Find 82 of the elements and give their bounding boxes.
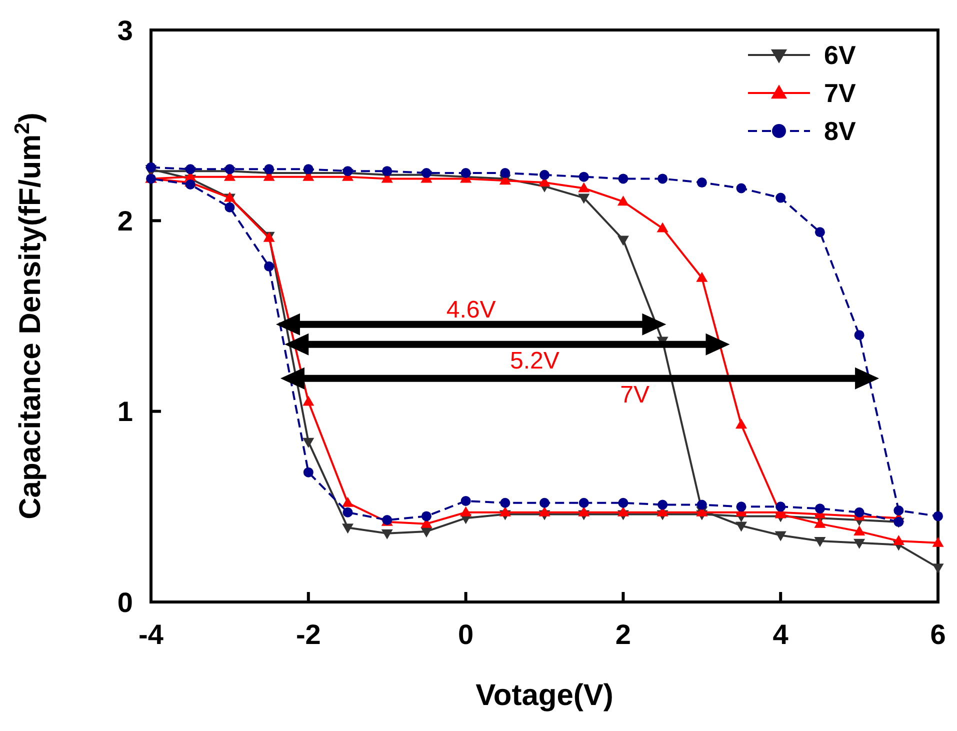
point [578, 182, 590, 192]
point [381, 529, 393, 540]
point [303, 467, 314, 478]
x-tick-label: 2 [615, 619, 631, 650]
point [421, 511, 432, 522]
point [540, 498, 550, 508]
point [264, 164, 274, 174]
x-tick-label: 0 [458, 619, 474, 650]
point [618, 498, 628, 508]
point [617, 196, 629, 206]
point [814, 536, 826, 547]
y-tick-label: 3 [117, 14, 133, 46]
point [342, 507, 353, 518]
point [224, 164, 235, 174]
annotation: 7V [620, 381, 650, 408]
point [814, 504, 825, 514]
point [382, 166, 392, 176]
point [736, 522, 747, 532]
point [854, 525, 866, 536]
x-tick-label: 6 [930, 619, 946, 650]
point [342, 496, 354, 507]
point [696, 272, 708, 282]
point [618, 174, 628, 184]
legend-label: 6V [824, 40, 856, 70]
point [499, 506, 511, 516]
annotation: 4.6V [446, 296, 496, 324]
point [736, 183, 746, 194]
point [854, 330, 864, 340]
point [264, 261, 274, 272]
point [500, 498, 510, 508]
point [658, 500, 668, 510]
point [656, 222, 668, 232]
point [224, 202, 235, 212]
point [696, 500, 707, 510]
point [540, 170, 550, 180]
point [460, 506, 472, 516]
x-tick-label: -2 [296, 619, 321, 650]
annotation: 5.2V [510, 347, 560, 374]
point [421, 168, 432, 178]
y-tick-label: 2 [117, 205, 133, 236]
point [776, 502, 786, 512]
point [302, 438, 314, 448]
point [302, 396, 314, 406]
point [814, 227, 825, 238]
point [185, 179, 196, 190]
point [658, 174, 668, 184]
point [774, 531, 786, 542]
point [776, 192, 786, 203]
point [578, 506, 590, 516]
x-tick-label: -4 [138, 619, 164, 650]
point [854, 507, 864, 518]
point [500, 168, 510, 178]
x-axis-title: Votage(V) [476, 679, 614, 712]
point [854, 538, 866, 549]
point [185, 164, 196, 174]
point [932, 564, 944, 574]
legend-label: 8V [824, 116, 856, 146]
point [538, 506, 550, 516]
point [342, 166, 353, 176]
point [892, 534, 904, 545]
point [894, 505, 904, 516]
point [578, 172, 589, 182]
point [303, 164, 314, 174]
point [420, 527, 432, 538]
point [342, 524, 354, 534]
point [460, 168, 471, 178]
point [814, 518, 826, 528]
point [578, 194, 590, 204]
x-tick-label: 4 [772, 619, 789, 650]
point [932, 536, 944, 547]
point [696, 178, 707, 188]
point [617, 506, 629, 516]
point [736, 418, 747, 429]
y-tick-label: 1 [117, 396, 133, 428]
point [578, 498, 589, 508]
point [146, 162, 156, 172]
y-tick-label: 0 [117, 586, 133, 618]
legend-label: 7V [824, 78, 856, 108]
point [736, 502, 746, 512]
point [617, 236, 629, 246]
point [933, 511, 943, 522]
point [460, 496, 471, 506]
